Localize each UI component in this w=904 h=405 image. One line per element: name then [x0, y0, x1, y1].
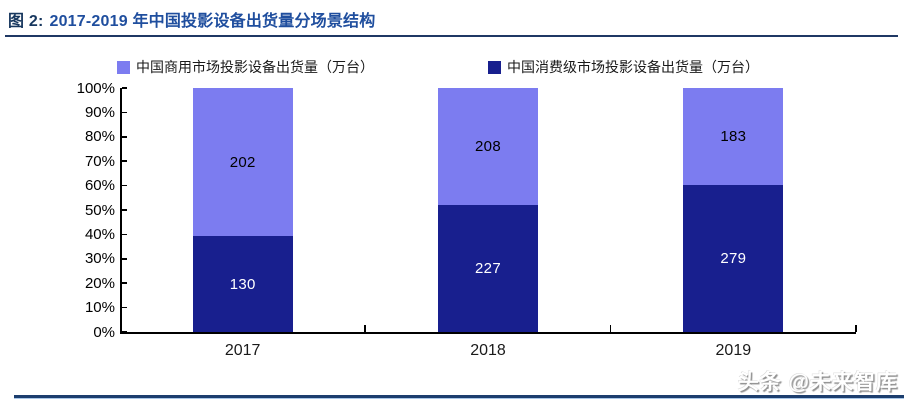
legend-label-commercial: 中国商用市场投影设备出货量（万台） [136, 59, 374, 75]
y-axis-tick-label: 70% [84, 152, 115, 170]
y-axis-tick-label: 10% [84, 299, 115, 317]
title-divider [5, 35, 898, 37]
legend-swatch-commercial-icon [117, 60, 130, 74]
y-axis-tick-label: 50% [84, 201, 115, 219]
x-axis-tick [609, 325, 612, 332]
bottom-divider [14, 395, 904, 398]
y-axis-line [120, 88, 122, 334]
value-label-consumer-2019: 279 [720, 250, 747, 267]
watermark-text: 头条 @未来智库 [737, 371, 898, 394]
legend-label-consumer: 中国消费级市场投影设备出货量（万台） [507, 59, 759, 75]
value-label-commercial-2019: 183 [720, 128, 747, 145]
y-axis-tick [122, 258, 127, 260]
legend-item-commercial: 中国商用市场投影设备出货量（万台） [117, 57, 374, 77]
y-axis-tick-label: 60% [84, 177, 115, 195]
y-axis-tick-label: 20% [84, 274, 115, 292]
x-axis-category-label-2019: 2019 [715, 342, 752, 359]
value-label-consumer-2017: 130 [229, 275, 256, 293]
y-axis-tick [122, 331, 127, 333]
bottom-divider-highlight [14, 398, 904, 399]
y-axis-tick [122, 209, 127, 211]
y-axis-tick [122, 87, 127, 89]
stacked-bar-2019: 183 279 [683, 88, 784, 332]
bar-segment-commercial-2019: 183 [683, 88, 784, 185]
y-axis-tick [122, 233, 127, 236]
y-axis-tick-label: 0% [93, 323, 115, 341]
bar-segment-commercial-2017: 202 [192, 88, 293, 236]
y-axis-tick-label: 30% [84, 250, 115, 268]
y-axis-tick [122, 136, 127, 138]
figure-title-text: 2017-2019 年中国投影设备出货量分场景结构 [49, 13, 376, 30]
bar-segment-consumer-2019: 279 [683, 185, 784, 332]
value-label-consumer-2018: 227 [475, 260, 501, 277]
x-axis-line [120, 332, 856, 334]
legend-item-consumer: 中国消费级市场投影设备出货量（万台） [488, 57, 759, 77]
y-axis-tick-label: 80% [84, 128, 115, 146]
y-axis-tick-label: 100% [76, 79, 115, 97]
value-label-commercial-2018: 208 [475, 138, 501, 155]
y-axis-tick [122, 160, 127, 162]
x-axis-category-label-2017: 2017 [224, 342, 261, 359]
stacked-bar-2017: 202 130 [192, 88, 293, 332]
bar-segment-consumer-2017: 130 [192, 236, 293, 332]
y-axis-tick-label: 40% [84, 225, 115, 243]
bar-segment-consumer-2018: 227 [438, 205, 538, 332]
y-axis-tick-label: 90% [84, 103, 115, 121]
x-axis-tick [855, 325, 857, 332]
y-axis-tick [122, 184, 127, 187]
legend-swatch-consumer-icon [488, 60, 501, 74]
x-axis-tick [364, 325, 366, 332]
y-axis-tick [122, 306, 127, 309]
x-axis-category-label-2018: 2018 [470, 342, 506, 359]
figure-title: 图 2: 2017-2019 年中国投影设备出货量分场景结构 [8, 7, 375, 31]
value-label-commercial-2017: 202 [229, 153, 256, 171]
stacked-bar-2018: 208 227 [438, 88, 538, 332]
y-axis-tick [122, 111, 127, 114]
y-axis-tick [122, 282, 127, 284]
figure-number: 图 2: [8, 13, 44, 30]
bar-segment-commercial-2018: 208 [438, 88, 538, 205]
